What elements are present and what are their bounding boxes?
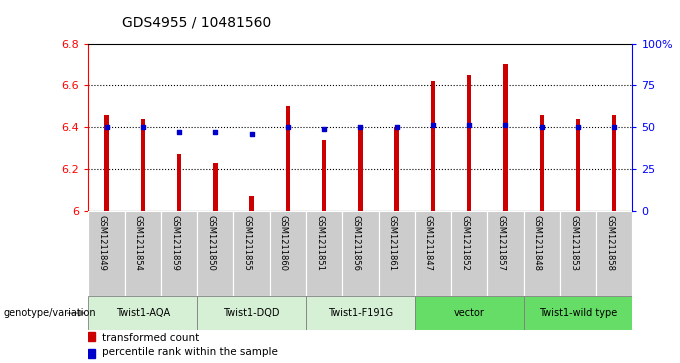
Bar: [270, 211, 306, 296]
Point: [282, 124, 293, 130]
Bar: [233, 211, 270, 296]
Text: GSM1211849: GSM1211849: [97, 215, 107, 271]
Bar: [342, 211, 379, 296]
Bar: [394, 127, 399, 211]
Text: GSM1211860: GSM1211860: [279, 215, 288, 271]
Bar: [322, 139, 326, 211]
Text: Twist1-F191G: Twist1-F191G: [328, 308, 393, 318]
Point: [210, 129, 221, 135]
Text: GSM1211851: GSM1211851: [315, 215, 324, 271]
Text: GSM1211856: GSM1211856: [352, 215, 360, 271]
Text: GSM1211855: GSM1211855: [243, 215, 252, 271]
Text: GSM1211861: GSM1211861: [388, 215, 396, 271]
Point: [101, 124, 112, 130]
Point: [537, 124, 547, 130]
Text: genotype/variation: genotype/variation: [3, 308, 96, 318]
Text: GSM1211858: GSM1211858: [605, 215, 614, 271]
Bar: [124, 211, 161, 296]
Bar: [503, 64, 508, 211]
Bar: [88, 296, 197, 330]
Text: GDS4955 / 10481560: GDS4955 / 10481560: [122, 15, 271, 29]
Text: GSM1211852: GSM1211852: [460, 215, 469, 271]
Text: GSM1211847: GSM1211847: [424, 215, 433, 271]
Bar: [161, 211, 197, 296]
Bar: [379, 211, 415, 296]
Bar: [286, 106, 290, 211]
Bar: [524, 296, 632, 330]
Text: transformed count: transformed count: [102, 333, 199, 343]
Bar: [88, 332, 95, 341]
Bar: [576, 119, 580, 211]
Point: [355, 124, 366, 130]
Bar: [524, 211, 560, 296]
Bar: [306, 296, 415, 330]
Text: GSM1211850: GSM1211850: [206, 215, 216, 271]
Text: Twist1-AQA: Twist1-AQA: [116, 308, 170, 318]
Point: [609, 124, 619, 130]
Bar: [451, 211, 488, 296]
Bar: [415, 296, 524, 330]
Bar: [358, 125, 362, 211]
Bar: [141, 119, 145, 211]
Text: GSM1211854: GSM1211854: [134, 215, 143, 271]
Bar: [197, 296, 306, 330]
Bar: [197, 211, 233, 296]
Bar: [430, 81, 435, 211]
Text: GSM1211848: GSM1211848: [532, 215, 542, 271]
Text: GSM1211857: GSM1211857: [496, 215, 505, 271]
Point: [428, 122, 439, 128]
Bar: [88, 349, 95, 358]
Point: [137, 124, 148, 130]
Bar: [488, 211, 524, 296]
Bar: [560, 211, 596, 296]
Bar: [213, 163, 218, 211]
Point: [246, 131, 257, 136]
Bar: [467, 75, 471, 211]
Bar: [177, 154, 182, 211]
Bar: [612, 114, 617, 211]
Point: [173, 129, 184, 135]
Text: percentile rank within the sample: percentile rank within the sample: [102, 347, 278, 357]
Point: [464, 122, 475, 128]
Bar: [104, 114, 109, 211]
Text: Twist1-wild type: Twist1-wild type: [539, 308, 617, 318]
Bar: [88, 211, 124, 296]
Point: [391, 124, 402, 130]
Bar: [250, 196, 254, 211]
Text: Twist1-DQD: Twist1-DQD: [223, 308, 280, 318]
Bar: [539, 114, 544, 211]
Text: GSM1211853: GSM1211853: [569, 215, 578, 271]
Bar: [415, 211, 451, 296]
Point: [500, 122, 511, 128]
Bar: [306, 211, 342, 296]
Point: [319, 126, 330, 132]
Text: GSM1211859: GSM1211859: [170, 215, 179, 271]
Point: [573, 124, 583, 130]
Bar: [596, 211, 632, 296]
Text: vector: vector: [454, 308, 485, 318]
